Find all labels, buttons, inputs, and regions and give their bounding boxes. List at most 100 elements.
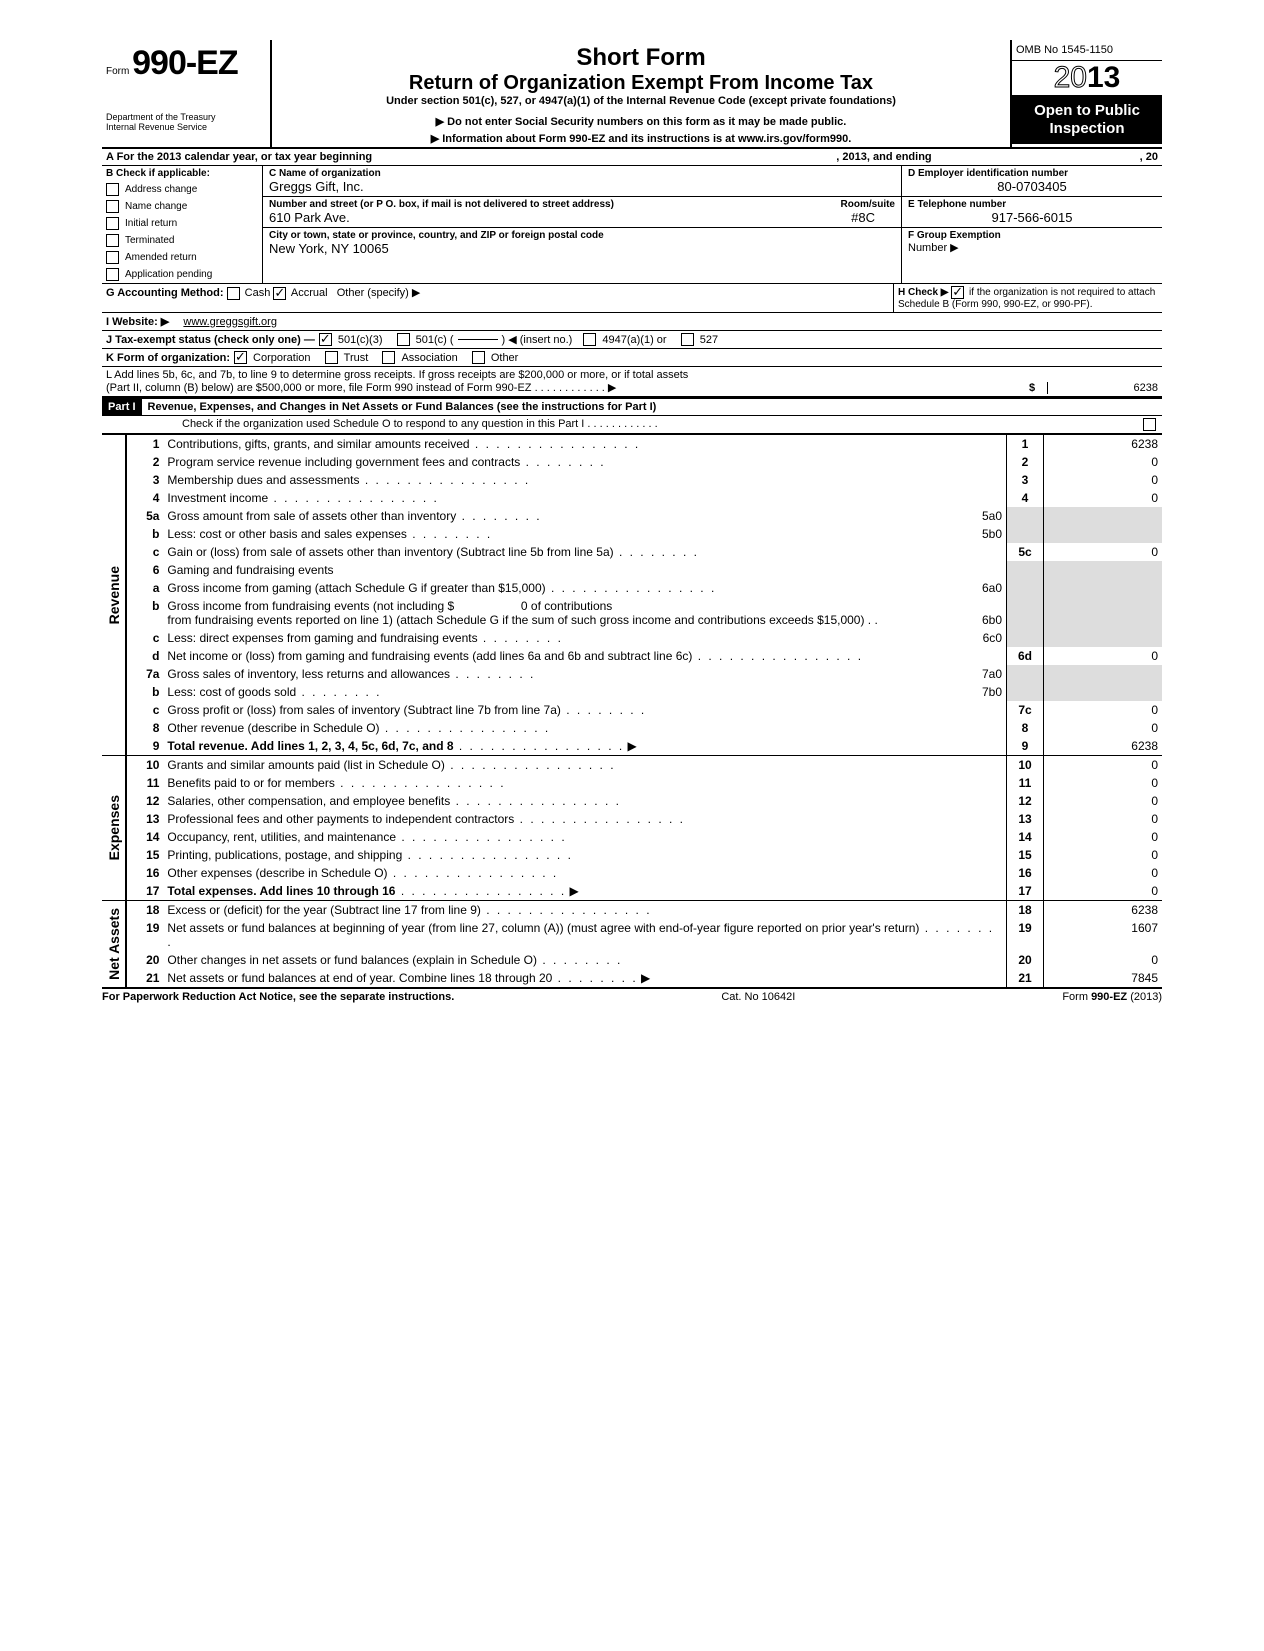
- form-number: Form 990-EZ: [106, 44, 266, 83]
- chk-corporation[interactable]: [234, 351, 247, 364]
- header-left: Form 990-EZ Department of the Treasury I…: [102, 40, 272, 147]
- revenue-table: 1Contributions, gifts, grants, and simil…: [127, 435, 1162, 755]
- line-k-label: K Form of organization:: [106, 352, 230, 364]
- chk-4947[interactable]: [583, 333, 596, 346]
- open-line1: Open to Public: [1014, 102, 1160, 120]
- chk-cash[interactable]: [227, 287, 240, 300]
- chk-terminated[interactable]: Terminated: [102, 232, 262, 249]
- room-val: #8C: [851, 210, 875, 225]
- box-b-header: B Check if applicable:: [102, 166, 262, 181]
- part1-title: Revenue, Expenses, and Changes in Net As…: [142, 399, 663, 415]
- line-k: K Form of organization: Corporation Trus…: [102, 349, 1162, 367]
- subtitle: Under section 501(c), 527, or 4947(a)(1)…: [282, 95, 1000, 107]
- part1-header: Part I Revenue, Expenses, and Changes in…: [102, 397, 1162, 416]
- city: New York, NY 10065: [269, 241, 895, 256]
- chk-association[interactable]: [382, 351, 395, 364]
- line-a: A For the 2013 calendar year, or tax yea…: [102, 149, 1162, 166]
- org-name: Greggs Gift, Inc.: [269, 179, 895, 194]
- line-a-text3: , 20: [1140, 151, 1158, 163]
- line-7c: cGross profit or (loss) from sales of in…: [127, 701, 1162, 719]
- website: www.greggsgift.org: [183, 316, 277, 328]
- line-4: 4Investment income40: [127, 489, 1162, 507]
- chk-schedule-o[interactable]: [1143, 418, 1156, 431]
- phone: 917-566-6015: [908, 210, 1156, 225]
- line-l-amt: 6238: [1047, 382, 1158, 394]
- address-cell: Number and street (or P O. box, if mail …: [263, 197, 901, 228]
- chk-name-change[interactable]: Name change: [102, 198, 262, 215]
- line-6b: bGross income from fundraising events (n…: [127, 597, 1162, 629]
- line-2: 2Program service revenue including gover…: [127, 453, 1162, 471]
- chk-other[interactable]: [472, 351, 485, 364]
- line-l-text2: (Part II, column (B) below) are $500,000…: [106, 381, 1017, 394]
- netassets-table: 18Excess or (deficit) for the year (Subt…: [127, 901, 1162, 987]
- line-g: G Accounting Method: Cash Accrual Other …: [102, 284, 893, 312]
- line-19: 19Net assets or fund balances at beginni…: [127, 919, 1162, 951]
- form-number-big: 990-EZ: [132, 44, 238, 82]
- chk-amended[interactable]: Amended return: [102, 249, 262, 266]
- part1-check-row: Check if the organization used Schedule …: [102, 416, 1162, 434]
- line-5c: cGain or (loss) from sale of assets othe…: [127, 543, 1162, 561]
- expenses-section: Expenses 10Grants and similar amounts pa…: [102, 755, 1162, 900]
- line-g-label: G Accounting Method:: [106, 287, 224, 299]
- org-name-cell: C Name of organization Greggs Gift, Inc.: [263, 166, 901, 197]
- open-to-public: Open to Public Inspection: [1012, 96, 1162, 144]
- line-13: 13Professional fees and other payments t…: [127, 810, 1162, 828]
- line-17: 17Total expenses. Add lines 10 through 1…: [127, 882, 1162, 900]
- box-c: C Name of organization Greggs Gift, Inc.…: [263, 166, 901, 283]
- ein-cell: D Employer identification number 80-0703…: [902, 166, 1162, 197]
- sub-info: Information about Form 990-EZ and its in…: [282, 132, 1000, 145]
- header-right: OMB No 1545-1150 2013 Open to Public Ins…: [1010, 40, 1162, 147]
- chk-address-change[interactable]: Address change: [102, 181, 262, 198]
- expenses-side: Expenses: [102, 756, 127, 900]
- line-a-text2: , 2013, and ending: [836, 151, 931, 163]
- line-5b: bLess: cost or other basis and sales exp…: [127, 525, 1162, 543]
- box-b: B Check if applicable: Address change Na…: [102, 166, 263, 283]
- expenses-table: 10Grants and similar amounts paid (list …: [127, 756, 1162, 900]
- part1-check-text: Check if the organization used Schedule …: [182, 418, 658, 431]
- group-number: Number ▶: [908, 241, 1156, 254]
- line-9: 9Total revenue. Add lines 1, 2, 3, 4, 5c…: [127, 737, 1162, 755]
- phone-cell: E Telephone number 917-566-6015: [902, 197, 1162, 228]
- ein: 80-0703405: [908, 179, 1156, 194]
- chk-initial-return[interactable]: Initial return: [102, 215, 262, 232]
- chk-501c[interactable]: [397, 333, 410, 346]
- revenue-side: Revenue: [102, 435, 127, 755]
- footer-mid: Cat. No 10642I: [721, 991, 795, 1003]
- line-15: 15Printing, publications, postage, and s…: [127, 846, 1162, 864]
- tax-year: 2013: [1012, 61, 1162, 96]
- chk-application-pending[interactable]: Application pending: [102, 266, 262, 283]
- city-label: City or town, state or province, country…: [269, 230, 895, 241]
- phone-label: E Telephone number: [908, 199, 1156, 210]
- form-990ez: Form 990-EZ Department of the Treasury I…: [102, 40, 1162, 1003]
- chk-trust[interactable]: [325, 351, 338, 364]
- title-return: Return of Organization Exempt From Incom…: [282, 72, 1000, 95]
- line-6: 6Gaming and fundraising events: [127, 561, 1162, 579]
- line-12: 12Salaries, other compensation, and empl…: [127, 792, 1162, 810]
- chk-527[interactable]: [681, 333, 694, 346]
- line-16: 16Other expenses (describe in Schedule O…: [127, 864, 1162, 882]
- chk-accrual[interactable]: [273, 287, 286, 300]
- line-i-label: I Website: ▶: [106, 315, 169, 328]
- line-20: 20Other changes in net assets or fund ba…: [127, 951, 1162, 969]
- form-prefix: Form: [106, 66, 129, 77]
- netassets-side: Net Assets: [102, 901, 127, 987]
- line-l-text1: L Add lines 5b, 6c, and 7b, to line 9 to…: [106, 369, 1017, 381]
- line-a-text1: A For the 2013 calendar year, or tax yea…: [106, 151, 372, 163]
- line-h: H Check ▶ if the organization is not req…: [893, 284, 1162, 312]
- line-6a: aGross income from gaming (attach Schedu…: [127, 579, 1162, 597]
- line-11: 11Benefits paid to or for members110: [127, 774, 1162, 792]
- line-21: 21Net assets or fund balances at end of …: [127, 969, 1162, 987]
- line-10: 10Grants and similar amounts paid (list …: [127, 756, 1162, 774]
- form-header: Form 990-EZ Department of the Treasury I…: [102, 40, 1162, 149]
- part1-bar: Part I: [102, 399, 142, 415]
- dept-treasury: Department of the Treasury Internal Reve…: [106, 113, 266, 133]
- page-footer: For Paperwork Reduction Act Notice, see …: [102, 987, 1162, 1003]
- line-1: 1Contributions, gifts, grants, and simil…: [127, 435, 1162, 453]
- chk-501c3[interactable]: [319, 333, 332, 346]
- line-7a: 7aGross sales of inventory, less returns…: [127, 665, 1162, 683]
- line-8: 8Other revenue (describe in Schedule O)8…: [127, 719, 1162, 737]
- header-center: Short Form Return of Organization Exempt…: [272, 40, 1010, 147]
- line-5a: 5aGross amount from sale of assets other…: [127, 507, 1162, 525]
- address-label: Number and street (or P O. box, if mail …: [269, 199, 895, 210]
- chk-schedule-b[interactable]: [951, 286, 964, 299]
